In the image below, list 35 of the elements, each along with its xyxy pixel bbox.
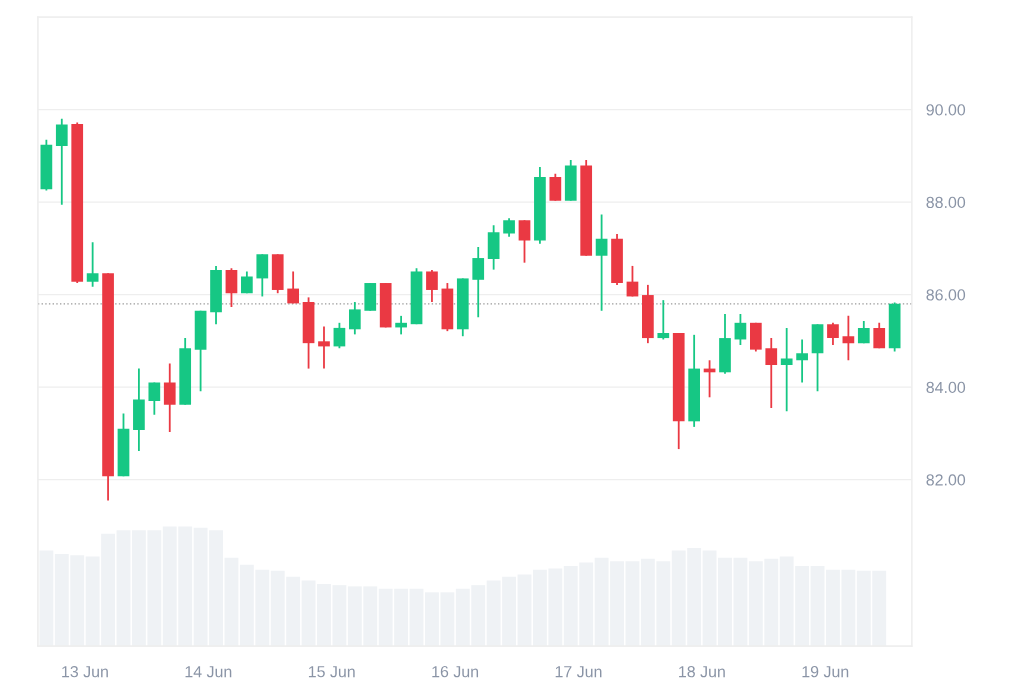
y-tick-label: 88.00 xyxy=(926,196,966,209)
y-tick-label: 90.00 xyxy=(926,104,966,116)
candlestick xyxy=(734,313,747,346)
candlestick xyxy=(827,321,839,346)
x-tick-label: 14 Jun xyxy=(185,666,232,678)
x-tick-label: 13 Jun xyxy=(62,665,108,678)
candlestick xyxy=(318,325,330,370)
candlestick xyxy=(518,219,531,264)
candlestick xyxy=(595,213,608,312)
y-tick-label: 82.00 xyxy=(926,474,966,486)
candlestick xyxy=(472,246,485,319)
candlestick xyxy=(549,172,562,202)
candlestick xyxy=(333,321,346,350)
x-tick-label: 17 Jun xyxy=(555,666,602,678)
x-tick-label: 18 Jun xyxy=(679,665,725,678)
candlestick xyxy=(55,117,68,206)
x-tick-label: 16 Jun xyxy=(432,665,479,678)
candlestick xyxy=(780,326,793,413)
candlestick xyxy=(163,362,176,433)
candlestick xyxy=(225,267,238,308)
candlestick xyxy=(148,381,161,416)
y-tick-label: 84.00 xyxy=(926,381,966,394)
candlestick xyxy=(86,241,99,288)
candlestick xyxy=(426,269,438,303)
candlestick xyxy=(348,301,361,336)
candlestick xyxy=(842,314,855,362)
candlestick xyxy=(873,321,886,350)
candlestick xyxy=(503,217,515,238)
candlestick xyxy=(765,337,778,409)
candlestick xyxy=(796,338,808,384)
y-tick-label: 86.00 xyxy=(926,289,966,301)
candlestick xyxy=(287,270,299,305)
x-tick-label: 19 Jun xyxy=(802,665,849,678)
x-tick-label: 15 Jun xyxy=(308,666,355,678)
candlestick xyxy=(657,299,670,341)
